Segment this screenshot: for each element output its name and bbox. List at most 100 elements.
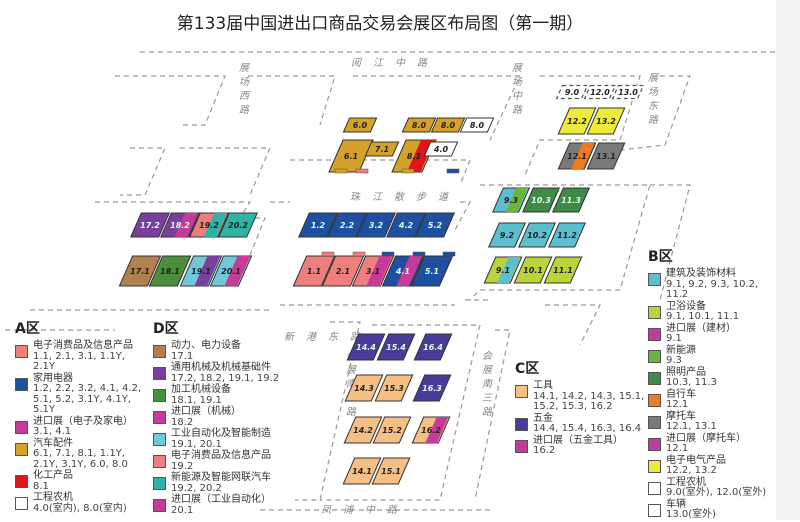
legend-swatch [515, 439, 528, 453]
hall-4.0[interactable]: 4.0 [423, 141, 459, 157]
hall-17.2[interactable]: 17.2 [129, 212, 171, 238]
road-outline [474, 329, 511, 501]
road-outline [353, 75, 521, 141]
hall-19.1[interactable]: 19.1 [179, 255, 223, 287]
legend-category: 工程农机 [33, 492, 73, 503]
legend-item: 五金 14.4, 15.4, 16.3, 16.4 [515, 413, 645, 435]
hall-13.1[interactable]: 13.1 [586, 142, 626, 170]
legend-halls: 9.1, 9.2, 9.3, 10.2, 11.2 [666, 278, 759, 300]
hall-8.0[interactable]: 8.0 [401, 117, 437, 133]
hall-shape [487, 222, 527, 248]
hall-18.1[interactable]: 18.1 [148, 255, 192, 287]
hall-10.3[interactable]: 10.3 [521, 187, 561, 213]
hall-15.2[interactable]: 15.2 [372, 416, 412, 444]
hall-1.2[interactable]: 1.2 [297, 212, 339, 238]
hall-7.1[interactable]: 7.1 [364, 141, 400, 157]
road-label: 展场西路 [237, 62, 249, 118]
legend-title: C区 [515, 361, 540, 377]
hall-label: 15.1 [381, 467, 401, 476]
hall-10.1[interactable]: 10.1 [513, 256, 553, 284]
entrance-marker [321, 251, 335, 257]
hall-14.2[interactable]: 14.2 [343, 416, 383, 444]
legend-category: 照明产品 [666, 366, 706, 378]
hall-3.2[interactable]: 3.2 [355, 212, 397, 238]
hall-shape [430, 117, 466, 133]
hall-accent [203, 213, 227, 237]
legend-halls: 4.0(室内), 8.0(室内) [33, 502, 127, 514]
legend-item: 汽车配件 6.1, 7.1, 8.1, 1.1Y, 2.1Y, 3.1Y, 6.0… [15, 438, 150, 471]
hall-15.1[interactable]: 15.1 [371, 457, 411, 485]
hall-6.0[interactable]: 6.0 [342, 117, 378, 133]
hall-11.1[interactable]: 11.1 [543, 256, 583, 284]
road-label: 凤浦中路 [321, 504, 409, 516]
hall-shape [586, 142, 626, 170]
hall-13.2[interactable]: 13.2 [586, 107, 626, 135]
legend-swatch [15, 475, 28, 488]
hall-9.2[interactable]: 9.2 [487, 222, 527, 248]
hall-label: 4.0 [433, 145, 449, 154]
hall-4.2[interactable]: 4.2 [385, 212, 427, 238]
hall-9.3[interactable]: 9.3 [491, 187, 531, 213]
road-label: 会展南二路 [344, 350, 356, 420]
hall-label: 18.1 [160, 267, 180, 276]
hall-shape [129, 212, 171, 238]
hall-shape [342, 117, 378, 133]
legend-category: 工具 [533, 380, 553, 391]
hall-9.1[interactable]: 9.1 [483, 256, 523, 284]
hall-12.1[interactable]: 12.1 [557, 142, 597, 170]
hall-13.0[interactable]: 13.0 [611, 84, 645, 100]
hall-label: 6.1 [344, 152, 358, 161]
legend-item: 工程农机 4.0(室内), 8.0(室内) [15, 492, 150, 514]
hall-15.4[interactable]: 15.4 [376, 333, 416, 361]
hall-accent [425, 417, 449, 443]
hall-label: 8.0 [412, 121, 427, 130]
hall-4.1[interactable]: 4.1 [381, 255, 425, 287]
hall-shape [371, 457, 411, 485]
entrance-marker [355, 168, 369, 174]
hall-20.2[interactable]: 20.2 [217, 212, 259, 238]
hall-11.3[interactable]: 11.3 [551, 187, 591, 213]
hall-accent [194, 256, 221, 286]
hall-10.2[interactable]: 10.2 [517, 222, 557, 248]
hall-3.1[interactable]: 3.1 [351, 255, 395, 287]
hall-9.0[interactable]: 9.0 [555, 84, 589, 100]
legend-category: 加工机械设备 [171, 384, 231, 395]
legend-swatch [153, 499, 166, 512]
legend-halls: 12.1 [666, 443, 689, 454]
hall-16.3[interactable]: 16.3 [412, 374, 452, 402]
hall-2.2[interactable]: 2.2 [326, 212, 368, 238]
road-outline [248, 75, 336, 126]
legend-item: 新能源及智能网联汽车 19.2, 20.2 [153, 472, 303, 494]
legend-swatch [15, 420, 28, 434]
hall-14.3[interactable]: 14.3 [344, 374, 384, 402]
hall-14.4[interactable]: 14.4 [346, 333, 386, 361]
legend-category: 进口展（摩托车） [666, 432, 746, 444]
legend-item: 电子消费品及信息产品 1.1, 2.1, 3.1, 1.1Y, 2.1Y [15, 340, 150, 373]
hall-label: 19.2 [199, 221, 219, 230]
hall-5.2[interactable]: 5.2 [414, 212, 456, 238]
legend-swatch [648, 415, 661, 429]
hall-8.0[interactable]: 8.0 [430, 117, 466, 133]
hall-17.1[interactable]: 17.1 [118, 255, 162, 287]
hall-15.3[interactable]: 15.3 [374, 374, 414, 402]
hall-shape [342, 457, 382, 485]
hall-accent [366, 256, 393, 286]
hall-20.1[interactable]: 20.1 [209, 255, 253, 287]
hall-14.1[interactable]: 14.1 [342, 457, 382, 485]
legend-category: 电子消费品及信息产品 [33, 340, 133, 351]
hall-shape [217, 212, 259, 238]
legend-swatch [153, 477, 166, 490]
hall-16.4[interactable]: 16.4 [413, 333, 453, 361]
legend-swatch [153, 455, 166, 468]
hall-shape [611, 84, 645, 100]
hall-16.2[interactable]: 16.2 [411, 416, 451, 444]
legend-item: 进口展（电子及家电） 3.1, 4.1 [15, 416, 150, 438]
legend-swatch [648, 481, 661, 495]
hall-12.0[interactable]: 12.0 [583, 84, 617, 100]
hall-19.2[interactable]: 19.2 [188, 212, 230, 238]
hall-8.0[interactable]: 8.0 [459, 117, 495, 133]
legend-zone-d: D区 动力、电力设备 17.1 通用机械及机械基础件 17.2, 18.2, 19.1,… [153, 322, 303, 517]
hall-11.2[interactable]: 11.2 [547, 222, 587, 248]
hall-12.2[interactable]: 12.2 [557, 107, 597, 135]
hall-18.2[interactable]: 18.2 [159, 212, 201, 238]
